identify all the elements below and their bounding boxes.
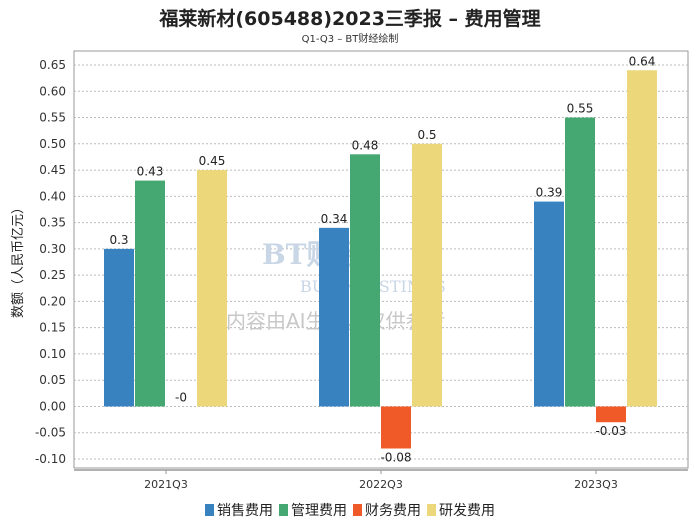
y-tick-label: 0.20: [39, 294, 66, 308]
y-tick-label: 0.45: [39, 163, 66, 177]
data-label: -0.03: [595, 424, 626, 438]
legend-item[interactable]: 管理费用: [279, 503, 347, 519]
legend-label: 财务费用: [365, 503, 421, 519]
data-label: 0.48: [352, 138, 379, 152]
y-tick-label: 0.60: [39, 84, 66, 98]
data-label: 0.34: [321, 212, 348, 226]
plot-area: [73, 50, 689, 469]
legend-swatch: [205, 504, 214, 516]
legend-label: 研发费用: [439, 503, 495, 519]
bar-研发费用: [627, 70, 657, 407]
data-label: -0: [175, 390, 187, 404]
chart-subtitle: Q1-Q3 – BT财经绘制: [301, 34, 399, 45]
y-tick-label: -0.05: [35, 426, 66, 440]
legend-item[interactable]: 销售费用: [205, 503, 273, 519]
bar-财务费用: [596, 406, 626, 423]
y-tick-label: -0.10: [35, 452, 66, 466]
data-label: 0.3: [109, 233, 128, 247]
x-tick-label: 2022Q3: [359, 478, 403, 491]
legend-item[interactable]: 财务费用: [353, 503, 421, 519]
data-label: 0.5: [417, 128, 436, 142]
legend-label: 管理费用: [291, 503, 347, 519]
y-tick-label: 0.10: [39, 347, 66, 361]
x-tick-label: 2021Q3: [144, 478, 188, 491]
bar-销售费用: [534, 201, 564, 407]
bar-销售费用: [319, 227, 349, 407]
y-tick-label: 0.50: [39, 137, 66, 151]
legend-label: 销售费用: [217, 503, 273, 519]
y-tick-label: 0.35: [39, 216, 66, 230]
legend-item[interactable]: 研发费用: [427, 503, 495, 519]
bar-研发费用: [197, 170, 227, 407]
y-tick-label: 0.15: [39, 321, 66, 335]
legend: 销售费用 管理费用 财务费用 研发费用: [0, 500, 700, 520]
data-label: 0.39: [536, 186, 563, 200]
data-label: 0.64: [629, 54, 656, 68]
y-tick-label: 0.55: [39, 111, 66, 125]
y-tick-label: 0.00: [39, 399, 66, 413]
x-tick-label: 2023Q3: [574, 478, 618, 491]
y-tick-label: 0.30: [39, 242, 66, 256]
data-label: -0.08: [380, 450, 411, 464]
bar-财务费用: [381, 406, 411, 449]
legend-swatch: [279, 504, 288, 516]
data-label: 0.43: [137, 165, 164, 179]
bar-销售费用: [104, 248, 134, 407]
bar-管理费用: [135, 180, 165, 407]
bar-研发费用: [412, 143, 442, 407]
y-tick-label: 0.40: [39, 189, 66, 203]
data-label: 0.45: [199, 154, 226, 168]
y-tick-label: 0.05: [39, 373, 66, 387]
y-axis-label: 数额（人民币亿元）: [11, 201, 26, 318]
legend-swatch: [353, 504, 362, 516]
data-label: 0.55: [567, 102, 594, 116]
legend-swatch: [427, 504, 436, 516]
y-tick-label: 0.25: [39, 268, 66, 282]
y-tick-label: 0.65: [39, 58, 66, 72]
bar-管理费用: [565, 117, 595, 407]
bar-管理费用: [350, 154, 380, 407]
chart-title: 福莱新材(605488)2023三季报 – 费用管理: [159, 8, 541, 30]
